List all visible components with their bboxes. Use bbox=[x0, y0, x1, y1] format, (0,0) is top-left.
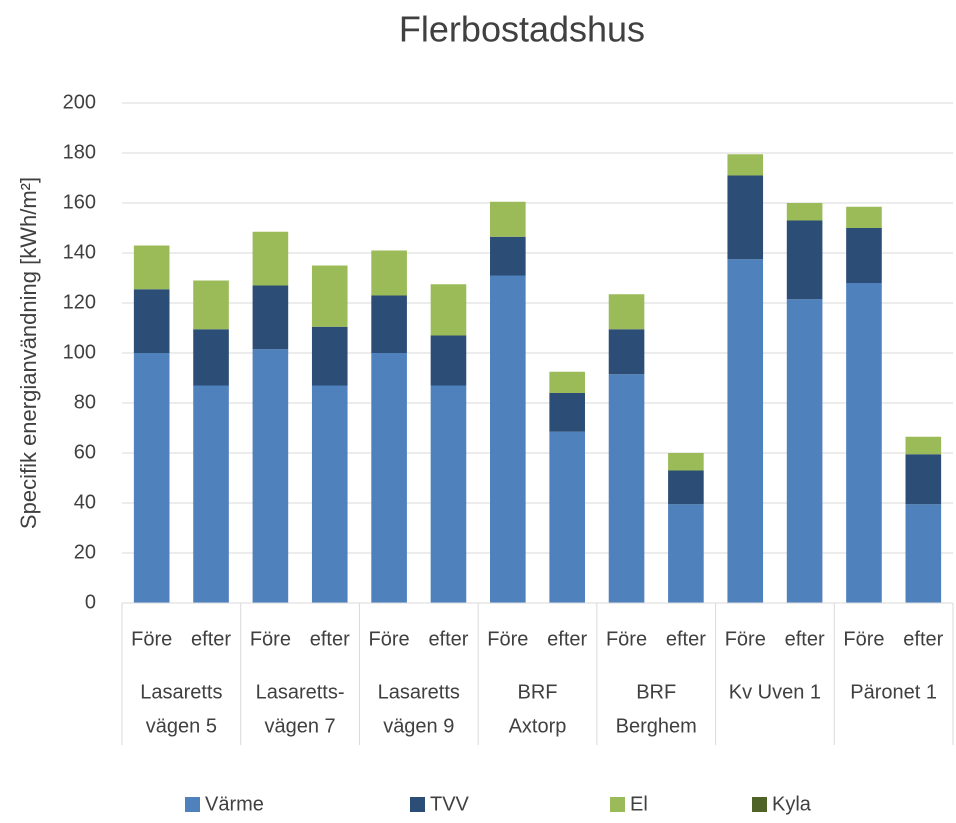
chart-title: Flerbostadshus bbox=[399, 9, 645, 50]
bar-segment bbox=[252, 231, 289, 286]
x-tick-label: efter bbox=[785, 628, 825, 650]
x-tick-label: efter bbox=[310, 628, 350, 650]
legend-swatch bbox=[752, 797, 767, 812]
x-tick-label: efter bbox=[666, 628, 706, 650]
x-tick-label: Före bbox=[843, 628, 884, 650]
y-tick-label: 0 bbox=[85, 591, 96, 613]
y-tick-label: 180 bbox=[63, 141, 96, 163]
legend-label: Värme bbox=[205, 793, 264, 815]
legend-label: Kyla bbox=[772, 793, 812, 815]
x-tick-label: Före bbox=[131, 628, 172, 650]
bar-segment bbox=[846, 283, 882, 603]
bar-segment bbox=[786, 299, 823, 603]
group-label: vägen 9 bbox=[383, 715, 454, 737]
bar-segment bbox=[608, 294, 645, 330]
bar-segment bbox=[727, 175, 764, 260]
bar-segment bbox=[668, 470, 704, 505]
x-tick-label: Före bbox=[725, 628, 766, 650]
group-label: BRF bbox=[636, 681, 676, 703]
legend-swatch bbox=[410, 797, 425, 812]
y-tick-label: 200 bbox=[63, 91, 96, 113]
group-label: Axtorp bbox=[509, 715, 567, 737]
bar-segment bbox=[905, 454, 942, 505]
group-label: Kv Uven 1 bbox=[729, 681, 821, 703]
x-tick-label: Före bbox=[606, 628, 647, 650]
bar-segment bbox=[193, 280, 229, 330]
x-tick-label: efter bbox=[428, 628, 468, 650]
bar-segment bbox=[133, 289, 170, 353]
bar-segment bbox=[311, 385, 348, 603]
y-tick-label: 40 bbox=[74, 491, 96, 513]
bar-segment bbox=[430, 385, 467, 603]
bar-segment bbox=[371, 250, 407, 296]
bar-segment bbox=[905, 504, 942, 603]
bar-segment bbox=[846, 206, 882, 228]
x-tick-label: Före bbox=[487, 628, 528, 650]
bar-segment bbox=[430, 335, 467, 386]
bar-segment bbox=[786, 203, 823, 221]
group-label: vägen 5 bbox=[146, 715, 217, 737]
y-tick-label: 160 bbox=[63, 191, 96, 213]
bar-segment bbox=[490, 236, 526, 276]
bar-segment bbox=[311, 326, 348, 386]
bar-segment bbox=[490, 275, 526, 603]
legend-swatch bbox=[185, 797, 200, 812]
legend-label: TVV bbox=[430, 793, 470, 815]
y-tick-label: 100 bbox=[63, 341, 96, 363]
legend-swatch bbox=[610, 797, 625, 812]
bar-segment bbox=[608, 374, 645, 603]
bar-segment bbox=[905, 436, 942, 455]
bar-segment bbox=[549, 371, 585, 393]
bar-segment bbox=[727, 259, 764, 603]
bar-segment bbox=[311, 265, 348, 327]
x-tick-label: efter bbox=[903, 628, 943, 650]
x-tick-label: efter bbox=[547, 628, 587, 650]
group-label: Berghem bbox=[616, 715, 697, 737]
bar-segment bbox=[549, 393, 585, 432]
group-label: vägen 7 bbox=[264, 715, 335, 737]
group-label: Lasaretts- bbox=[256, 681, 345, 703]
bar-segment bbox=[786, 220, 823, 300]
group-label: BRF bbox=[518, 681, 558, 703]
bar-segment bbox=[193, 385, 229, 603]
bar-segment bbox=[430, 284, 467, 336]
bar-segment bbox=[252, 285, 289, 350]
bar-segment bbox=[608, 329, 645, 375]
bar-segment bbox=[133, 353, 170, 603]
y-tick-label: 140 bbox=[63, 241, 96, 263]
group-label: Päronet 1 bbox=[850, 681, 937, 703]
bar-segment bbox=[668, 453, 704, 471]
bar-segment bbox=[133, 245, 170, 290]
group-label: Lasaretts bbox=[378, 681, 460, 703]
y-tick-label: 120 bbox=[63, 291, 96, 313]
bar-segment bbox=[252, 349, 289, 603]
x-tick-label: efter bbox=[191, 628, 231, 650]
bar-segment bbox=[371, 353, 407, 603]
bar-segment bbox=[549, 431, 585, 603]
x-tick-label: Före bbox=[250, 628, 291, 650]
bar-segment bbox=[727, 154, 764, 176]
bar-segment bbox=[846, 228, 882, 283]
y-tick-label: 60 bbox=[74, 441, 96, 463]
bar-segment bbox=[490, 201, 526, 237]
bar-segment bbox=[668, 504, 704, 603]
group-label: Lasaretts bbox=[140, 681, 222, 703]
y-axis-label: Specifik energianvändning [kWh/m²] bbox=[16, 177, 41, 529]
y-tick-label: 20 bbox=[74, 541, 96, 563]
bar-segment bbox=[193, 329, 229, 386]
x-tick-label: Före bbox=[369, 628, 410, 650]
bar-segment bbox=[371, 295, 407, 353]
y-tick-label: 80 bbox=[74, 391, 96, 413]
legend-label: El bbox=[630, 793, 648, 815]
